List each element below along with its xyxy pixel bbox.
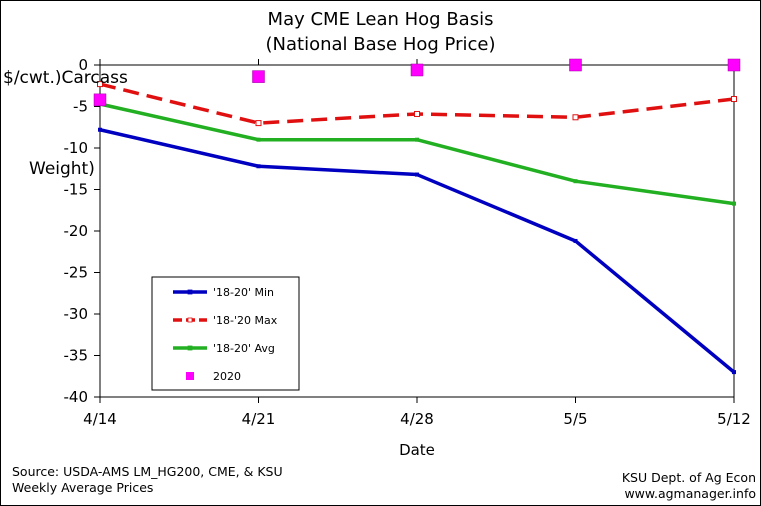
data-point <box>414 110 420 117</box>
y-tick-label: -35 <box>64 347 89 365</box>
legend <box>151 276 300 391</box>
legend-point <box>187 289 193 295</box>
legend-label: 2020 <box>213 370 241 383</box>
x-tick-label: 4/21 <box>242 410 276 428</box>
legend-point <box>187 317 193 323</box>
y-tick-label: -10 <box>64 139 89 157</box>
legend-label: '18-'20 Max <box>213 314 278 327</box>
data-point-2020 <box>727 58 741 72</box>
y-tick-label: -5 <box>73 98 88 116</box>
series-line-2 <box>99 102 735 206</box>
credit-line-1: KSU Dept. of Ag Econ <box>621 470 756 485</box>
x-tick-label: 5/12 <box>717 410 751 428</box>
data-point <box>731 96 737 103</box>
legend-label: '18-20' Min <box>213 286 274 299</box>
source-line-2: Weekly Average Prices <box>12 480 154 495</box>
source-line-1: Source: USDA-AMS LM_HG200, CME, & KSU <box>12 464 283 479</box>
data-point-2020 <box>252 70 265 83</box>
data-point <box>256 164 261 169</box>
x-axis-label: Date <box>399 441 435 459</box>
data-point <box>255 120 262 127</box>
x-tick-label: 4/28 <box>400 410 434 428</box>
data-point <box>97 81 103 88</box>
source-note: Source: USDA-AMS LM_HG200, CME, & KSU We… <box>12 464 283 496</box>
y-tick-label: -30 <box>64 305 89 323</box>
data-point <box>732 201 736 206</box>
y-axis-label-line1: $/cwt.)Carcass <box>3 68 128 88</box>
data-point <box>572 114 579 121</box>
data-point-2020 <box>410 63 424 77</box>
credit-line-2: www.agmanager.info <box>624 486 756 501</box>
y-tick-label: -40 <box>64 388 89 406</box>
data-point-2020 <box>93 93 107 107</box>
legend-marker <box>186 372 194 380</box>
data-point-2020 <box>569 58 582 72</box>
data-point <box>256 137 261 142</box>
y-tick-label: -20 <box>64 222 89 240</box>
y-axis-label-line2: Weight) <box>29 159 95 179</box>
y-tick-label: 0 <box>78 56 88 74</box>
x-tick-label: 5/5 <box>563 410 587 428</box>
data-point <box>573 179 578 184</box>
x-tick-label: 4/14 <box>83 410 117 428</box>
chart-title: May CME Lean Hog Basis <box>267 9 494 30</box>
series-line-1 <box>99 82 735 125</box>
credit-note: KSU Dept. of Ag Econ www.agmanager.info <box>622 470 756 502</box>
data-point <box>415 137 419 142</box>
legend-label: '18-20' Avg <box>213 342 275 355</box>
y-tick-label: -15 <box>64 181 89 199</box>
data-point <box>415 172 419 177</box>
data-point <box>732 370 736 375</box>
chart-subtitle: (National Base Hog Price) <box>265 34 496 55</box>
data-point <box>573 238 578 243</box>
y-tick-label: -25 <box>64 264 89 282</box>
data-point <box>98 127 102 132</box>
legend-point <box>187 345 193 351</box>
